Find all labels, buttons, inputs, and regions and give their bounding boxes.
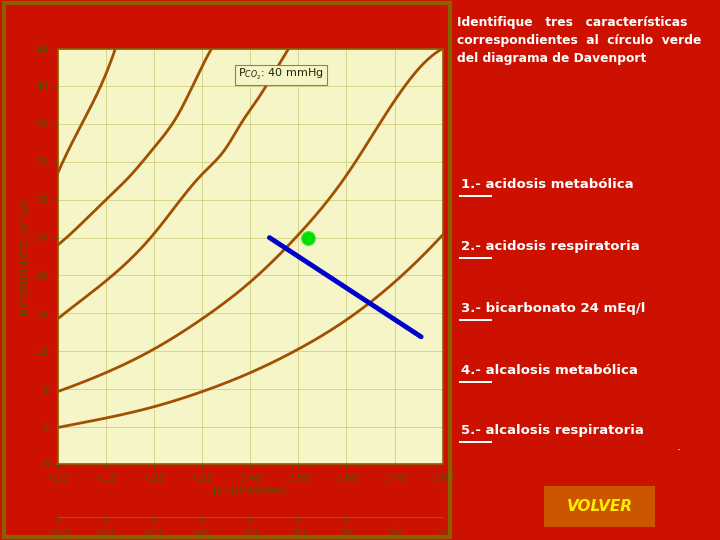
Text: 4.- alcalosis metabólica: 4.- alcalosis metabólica [461, 364, 638, 377]
Text: 5.- alcalosis respiratoria: 5.- alcalosis respiratoria [461, 424, 644, 437]
Text: 1.- acidosis metabólica: 1.- acidosis metabólica [461, 178, 634, 191]
Y-axis label: BICARBONATO (mEq/l): BICARBONATO (mEq/l) [21, 198, 31, 315]
X-axis label: pH (Unidades): pH (Unidades) [213, 486, 287, 496]
Text: 3.- bicarbonato 24 mEq/l: 3.- bicarbonato 24 mEq/l [461, 302, 645, 315]
Text: .: . [677, 440, 681, 453]
Text: VOLVER: VOLVER [567, 499, 632, 514]
Text: P$_{CO_2}$: 40 mmHg: P$_{CO_2}$: 40 mmHg [238, 68, 324, 83]
Text: Identifique   tres   características
correspondientes  al  círculo  verde
del di: Identifique tres características corresp… [457, 16, 701, 65]
Text: 2.- acidosis respiratoria: 2.- acidosis respiratoria [461, 240, 639, 253]
